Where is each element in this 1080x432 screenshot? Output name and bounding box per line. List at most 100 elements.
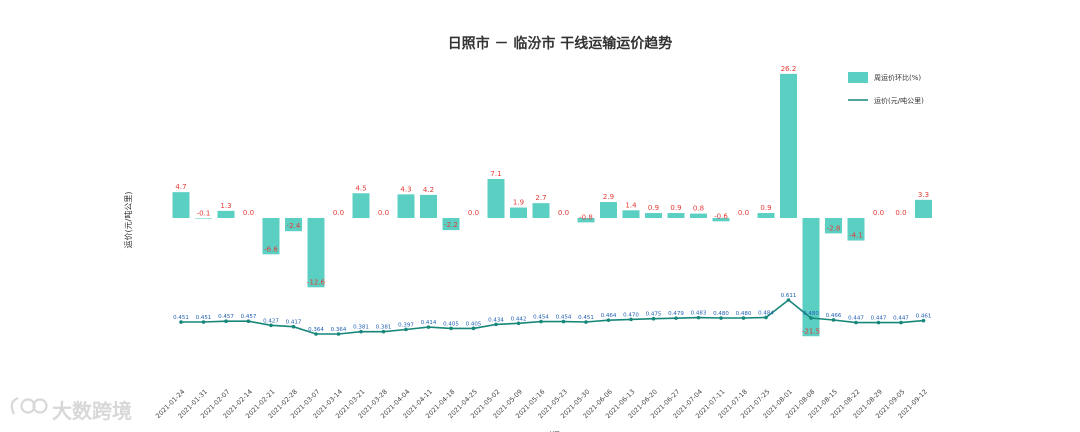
bar-data-label: -4.1 xyxy=(849,232,863,240)
watermark-text: 大数跨境 xyxy=(52,399,132,423)
bar-data-label: 3.3 xyxy=(918,191,929,199)
bar-data-label: 0.0 xyxy=(468,209,479,217)
price-data-label: 0.611 xyxy=(781,293,797,299)
bar xyxy=(420,194,437,218)
price-point xyxy=(809,316,813,320)
price-data-label: 0.461 xyxy=(916,314,932,320)
bar-data-labels: 4.7 -0.1 1.3 0.0 -6.6 -2.4 -12.6 0.0 4.5 0.0 4.3 4.… xyxy=(175,65,929,335)
price-point xyxy=(426,325,431,329)
price-data-label: 0.381 xyxy=(376,325,392,331)
price-point xyxy=(854,320,858,325)
price-data-label: 0.364 xyxy=(308,327,324,333)
bar xyxy=(285,218,302,232)
price-point xyxy=(561,319,566,324)
price-point xyxy=(831,318,836,322)
bar-data-label: 0.9 xyxy=(760,204,771,212)
price-point xyxy=(719,316,723,320)
price-data-label: 0.451 xyxy=(196,315,212,321)
bar xyxy=(442,218,460,231)
bar-data-label: 0.9 xyxy=(670,204,681,212)
price-data-label: 0.451 xyxy=(578,315,594,321)
bar-data-label: -21.5 xyxy=(802,327,820,335)
price-data-label: 0.454 xyxy=(556,315,572,321)
price-point xyxy=(651,316,656,321)
bar xyxy=(217,210,235,218)
price-data-label: 0.405 xyxy=(443,321,459,327)
price-point xyxy=(471,326,476,331)
bar-data-label: 0.0 xyxy=(558,209,569,217)
bar xyxy=(172,192,190,218)
price-data-label: 0.447 xyxy=(893,316,909,322)
bar xyxy=(780,73,797,219)
price-data-label: 0.447 xyxy=(871,316,887,322)
legend-line-label: 运价(元/吨公里) xyxy=(874,96,924,105)
bar-data-label: -2.4 xyxy=(287,222,301,230)
bar xyxy=(397,194,415,218)
price-points xyxy=(179,298,926,336)
price-point xyxy=(359,329,363,334)
price-point xyxy=(629,317,633,322)
bar-data-label: -12.6 xyxy=(307,278,326,286)
price-point xyxy=(516,321,521,326)
price-data-label: 0.442 xyxy=(511,316,527,322)
price-point xyxy=(201,320,206,324)
price-point xyxy=(494,322,498,327)
bar-data-label: -0.6 xyxy=(714,212,728,220)
bar-series xyxy=(172,73,932,337)
price-data-label: 0.417 xyxy=(286,320,302,326)
bar xyxy=(757,213,775,218)
bar xyxy=(667,213,685,218)
bar xyxy=(352,193,370,218)
bar-data-label: 2.7 xyxy=(535,194,546,202)
bar-data-label: -2.8 xyxy=(827,224,841,232)
bar xyxy=(622,210,640,218)
price-point xyxy=(584,320,588,324)
price-data-label: 0.466 xyxy=(826,313,842,319)
price-point xyxy=(269,323,273,328)
price-data-label: 0.480 xyxy=(713,311,729,317)
price-point xyxy=(314,332,318,336)
bar xyxy=(915,199,932,218)
bar-data-label: 0.0 xyxy=(738,209,749,217)
bar-data-label: -2.2 xyxy=(444,221,458,229)
bar xyxy=(577,218,595,223)
price-point xyxy=(674,316,678,320)
bar xyxy=(532,203,550,218)
bar-data-label: 1.4 xyxy=(625,201,637,209)
bar-data-label: 4.5 xyxy=(355,184,366,192)
price-data-label: 0.405 xyxy=(466,321,482,327)
bar xyxy=(690,213,707,218)
price-data-label: 0.414 xyxy=(421,320,437,326)
price-point xyxy=(381,329,386,334)
price-point xyxy=(449,326,453,331)
price-point xyxy=(786,298,791,302)
price-point xyxy=(741,316,746,320)
price-data-label: 0.427 xyxy=(263,318,279,324)
bar-data-label: 2.9 xyxy=(603,193,614,201)
price-point xyxy=(921,318,926,323)
price-data-label: 0.364 xyxy=(331,327,347,333)
price-data-label: 0.454 xyxy=(533,315,549,321)
price-point xyxy=(696,315,701,320)
x-tick-labels: 2021-01-242021-01-312021-02-072021-02-14… xyxy=(154,388,929,420)
x-axis-label: 时间 xyxy=(544,430,560,432)
legend: 周运价环比(%) 运价(元/吨公里) xyxy=(848,72,924,105)
price-point xyxy=(539,319,543,324)
bar xyxy=(802,218,820,337)
price-point xyxy=(764,315,768,320)
price-data-label: 0.480 xyxy=(803,311,819,317)
bar-data-label: 4.7 xyxy=(175,183,186,191)
bar-data-label: 0.0 xyxy=(873,209,884,217)
bar-data-label: 0.0 xyxy=(243,209,254,217)
price-data-label: 0.479 xyxy=(668,311,684,317)
price-point xyxy=(404,327,408,332)
bar-data-label: 0.9 xyxy=(648,204,659,212)
price-point xyxy=(606,318,611,323)
price-data-label: 0.451 xyxy=(173,315,189,321)
bar-data-label: 4.2 xyxy=(423,186,434,194)
y-axis-label: 运价(元/吨公里) xyxy=(123,192,133,249)
bar-data-label: 26.2 xyxy=(781,65,797,73)
price-point xyxy=(224,319,228,323)
price-data-label: 0.457 xyxy=(218,314,234,320)
